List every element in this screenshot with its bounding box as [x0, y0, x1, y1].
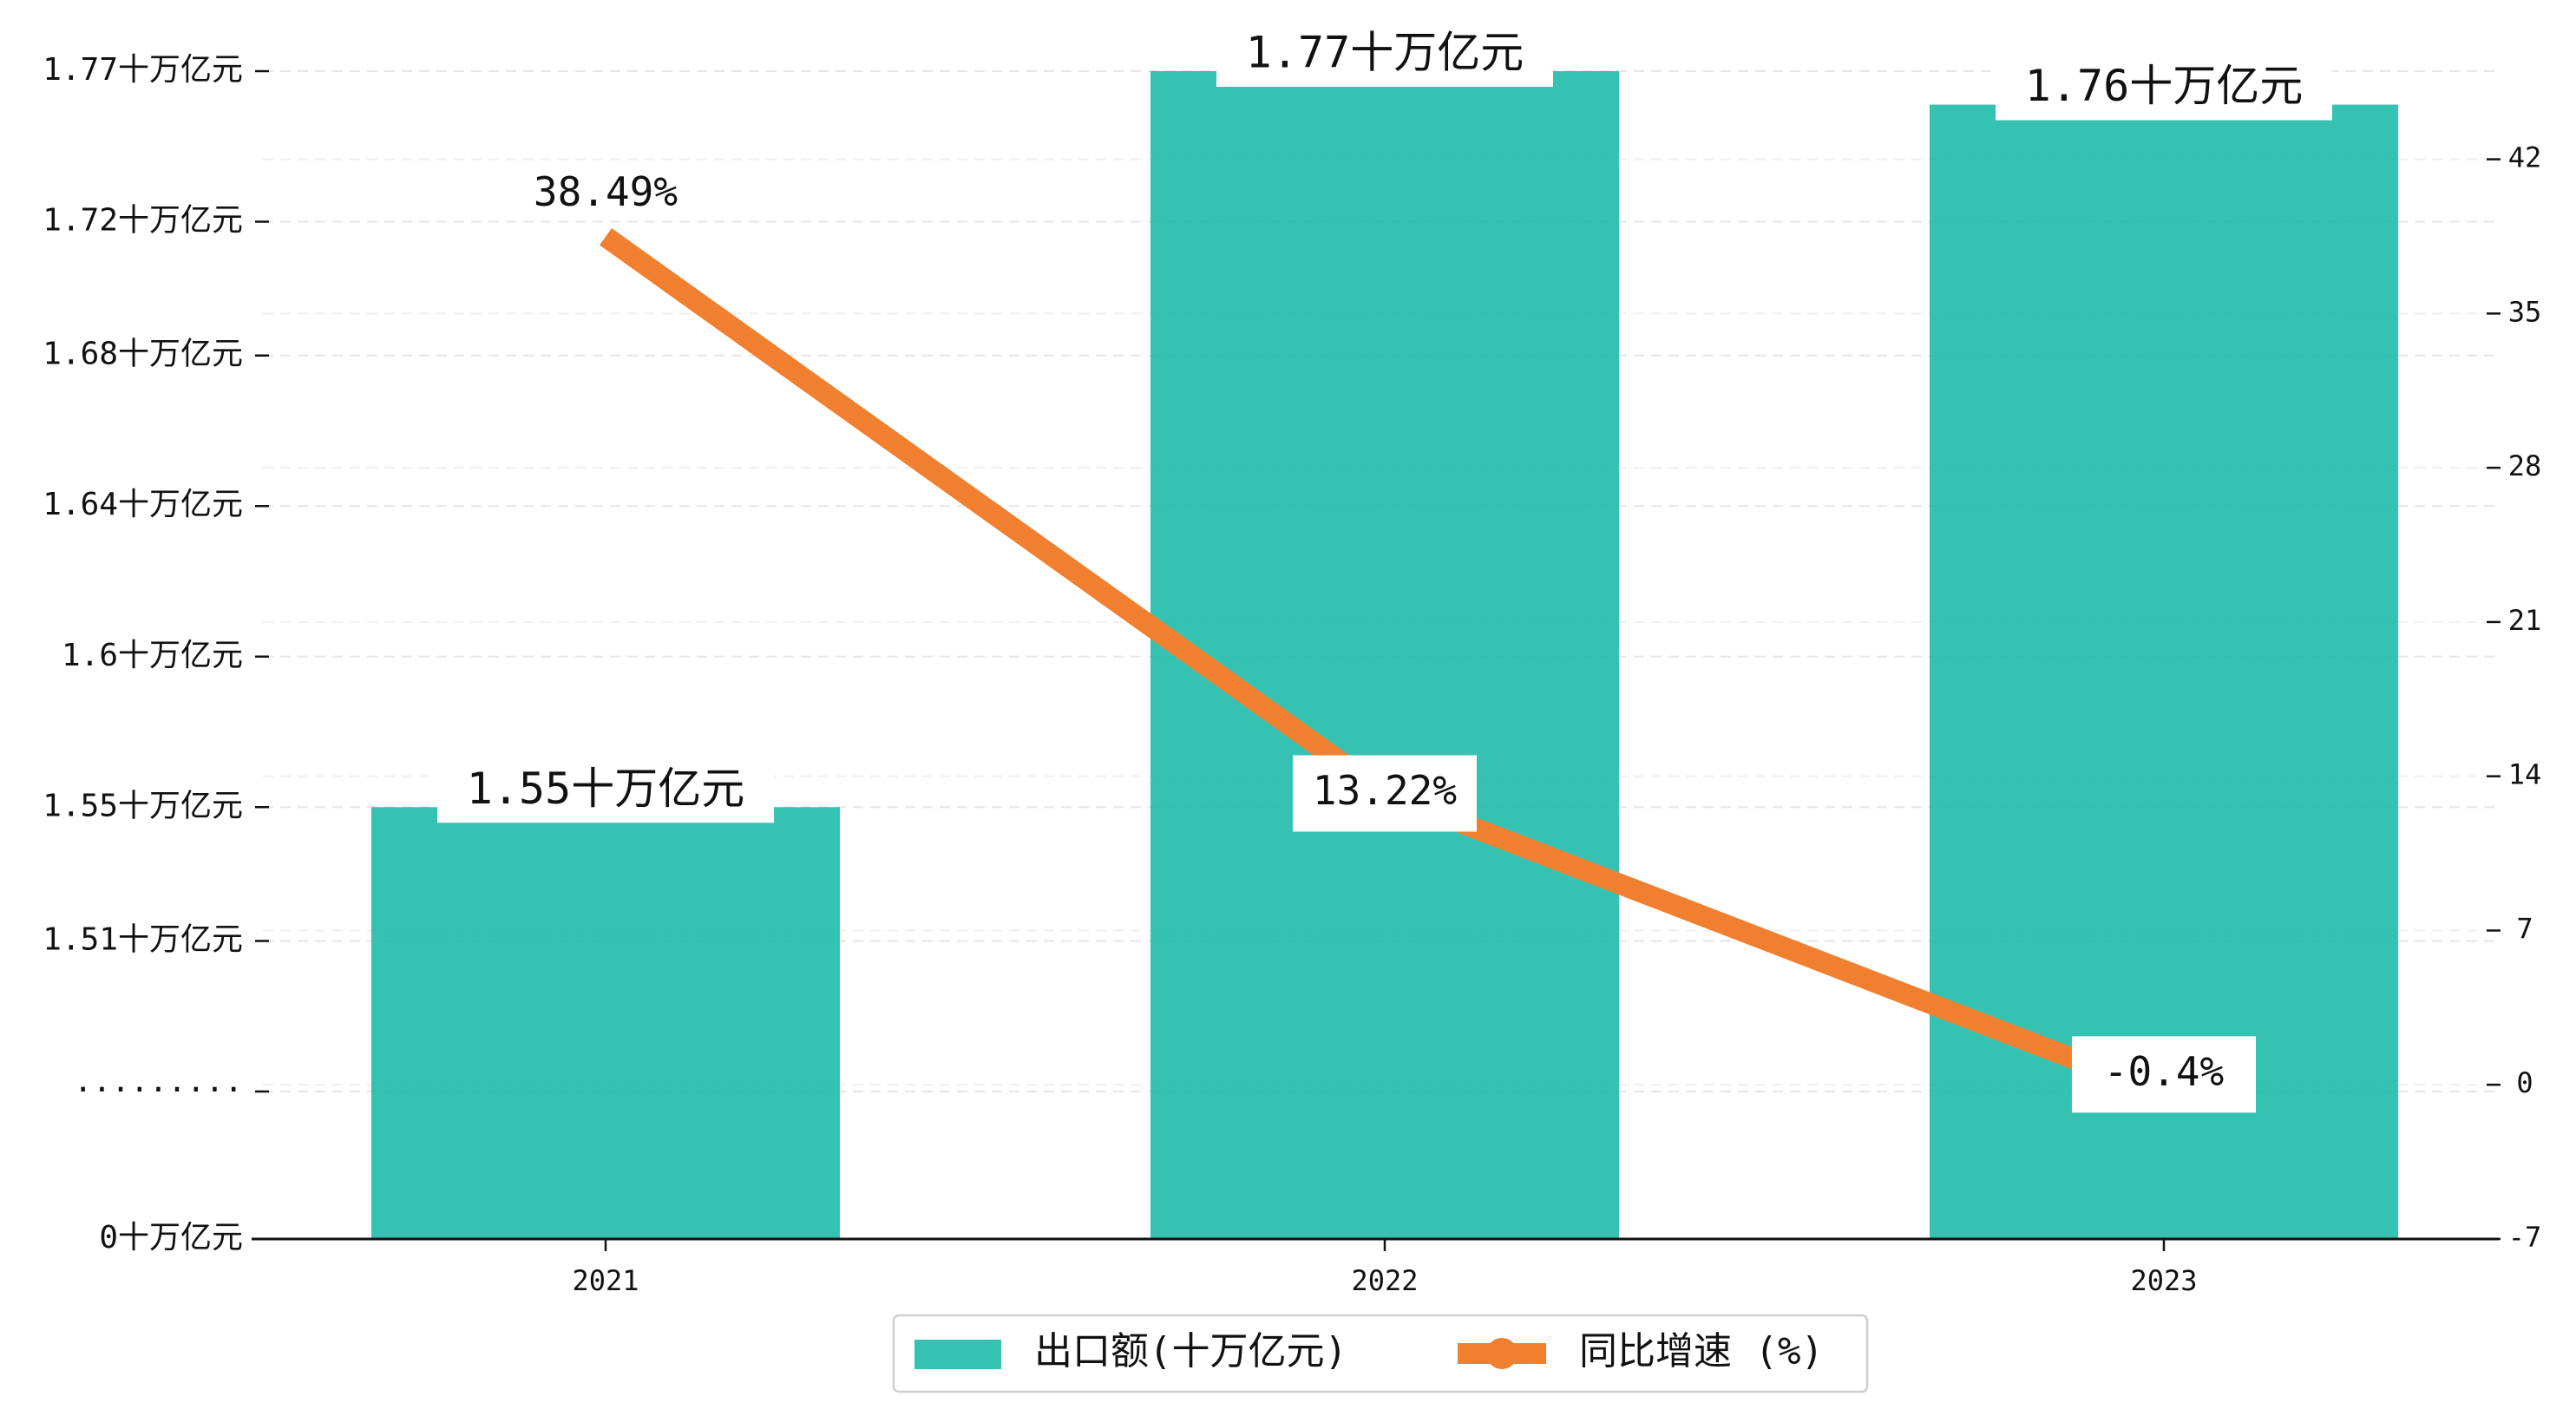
data-labels: 1.55十万亿元 1.77十万亿元 1.76十万亿元 38.49% 13.22% -0.4…	[437, 23, 2332, 1113]
legend[interactable]: 出口额(十万亿元) 同比增速 (%)	[892, 1314, 1869, 1393]
left-tick-label: 1.64十万亿元	[43, 487, 243, 522]
bar-value-label: 1.76十万亿元	[2025, 61, 2303, 111]
pct-value-label: 13.22%	[1313, 767, 1457, 814]
pct-value-box	[1293, 755, 1477, 832]
left-tick-label: 1.55十万亿元	[43, 788, 243, 823]
bar-value-box	[1216, 23, 1553, 87]
x-tick-label: 2022	[1351, 1264, 1418, 1297]
bar-value-label: 1.77十万亿元	[1246, 28, 1524, 78]
bar-value-box	[1996, 56, 2332, 121]
axes: 0十万亿元 ········· 1.51十万亿元 1.55十万亿元 1.6十万亿元 1.6…	[43, 52, 2541, 1297]
pct-value-label: -0.4%	[2104, 1048, 2224, 1095]
right-tick-label: 35	[2508, 295, 2542, 328]
right-tick-label: 0	[2516, 1066, 2533, 1099]
legend-line-marker	[1486, 1338, 1517, 1369]
left-tick-label: 1.72十万亿元	[43, 203, 243, 239]
right-tick-label: -7	[2508, 1221, 2542, 1254]
right-tick-label: 7	[2516, 912, 2533, 945]
legend-bar-label: 出口额(十万亿元)	[1034, 1329, 1347, 1373]
right-tick-label: 28	[2508, 449, 2542, 482]
bar-value-label: 1.55十万亿元	[467, 764, 744, 814]
left-tick-label: 0十万亿元	[99, 1220, 243, 1255]
legend-bar-swatch	[914, 1340, 1001, 1369]
bar-series	[371, 71, 2398, 1240]
right-tick-label: 42	[2508, 141, 2542, 174]
bar-2021[interactable]	[371, 807, 840, 1239]
bar-2022[interactable]	[1150, 71, 1619, 1239]
x-tick-label: 2023	[2130, 1264, 2197, 1297]
right-tick-label: 21	[2508, 604, 2542, 637]
left-tick-label: 1.68十万亿元	[43, 337, 243, 372]
left-tick-label: 1.51十万亿元	[43, 921, 243, 957]
legend-line-label: 同比增速 (%)	[1579, 1329, 1824, 1373]
left-tick-label: ·········	[74, 1072, 243, 1108]
x-tick-label: 2021	[572, 1264, 639, 1297]
legend-box	[892, 1314, 1869, 1393]
pct-value-label: 38.49%	[534, 168, 678, 215]
bar-value-box	[437, 758, 774, 823]
left-tick-label: 1.77十万亿元	[43, 52, 243, 88]
left-tick-label: 1.6十万亿元	[62, 638, 243, 673]
right-tick-label: 14	[2508, 758, 2542, 791]
pct-value-box	[2072, 1036, 2256, 1113]
